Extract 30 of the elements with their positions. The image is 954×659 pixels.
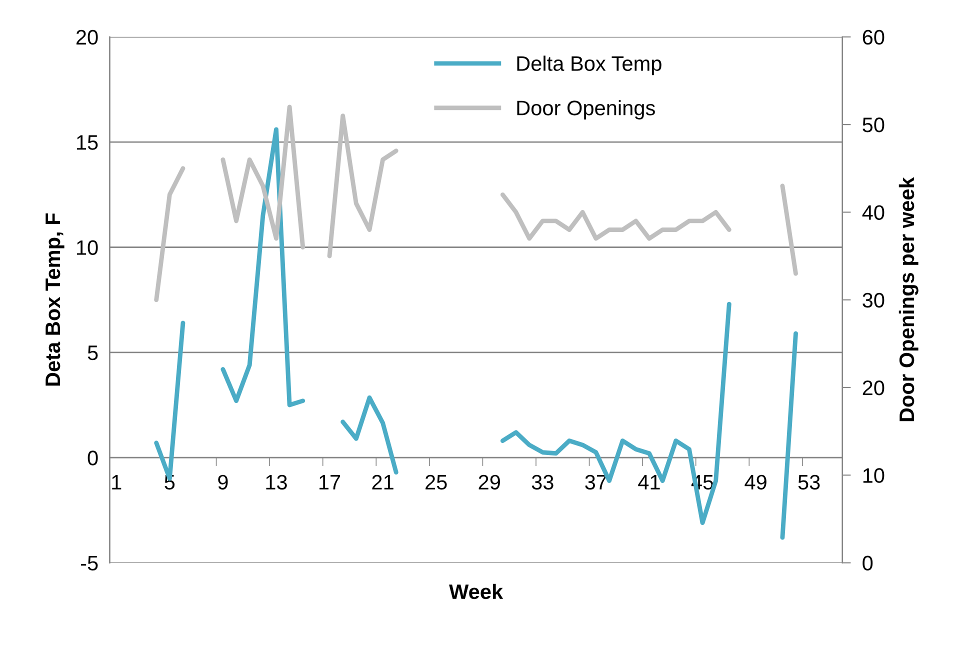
y-tick-label: -5 — [81, 556, 98, 571]
x-tick-label: 25 — [426, 474, 447, 490]
x-tick-label: 13 — [266, 474, 287, 490]
y-tick-label: 0 — [88, 450, 98, 466]
y-tick-label: 10 — [77, 240, 98, 256]
y2-tick-label: 20 — [862, 380, 884, 396]
x-axis-title: Week — [449, 584, 504, 600]
x-tick-label: 37 — [585, 474, 606, 490]
x-tick-label: 9 — [218, 474, 228, 490]
x-tick-label: 21 — [372, 474, 394, 490]
y-tick-label: 20 — [76, 30, 98, 45]
legend-label: Door Openings — [517, 100, 655, 120]
y2-axis-title: Door Openings per week — [898, 177, 918, 422]
y2-tick-label: 0 — [862, 556, 873, 571]
x-tick-label: 49 — [744, 474, 766, 490]
x-tick-label: 1 — [112, 475, 122, 490]
legend-label: Delta Box Temp — [517, 56, 662, 76]
y2-tick-label: 40 — [862, 205, 884, 220]
x-tick-label: 33 — [532, 474, 554, 490]
y-tick-label: 5 — [88, 346, 98, 360]
x-tick-label: 29 — [478, 474, 500, 490]
y-tick-label: 15 — [77, 135, 98, 150]
y2-tick-label: 50 — [862, 118, 884, 132]
x-tick-label: 41 — [638, 475, 660, 490]
x-tick-label: 17 — [320, 475, 340, 490]
y2-tick-label: 10 — [863, 468, 884, 483]
y2-tick-label: 60 — [862, 30, 884, 45]
y2-tick-label: 30 — [862, 292, 884, 308]
x-tick-label: 53 — [798, 474, 820, 490]
y-axis-title: Deta Box Temp, F — [46, 213, 64, 386]
